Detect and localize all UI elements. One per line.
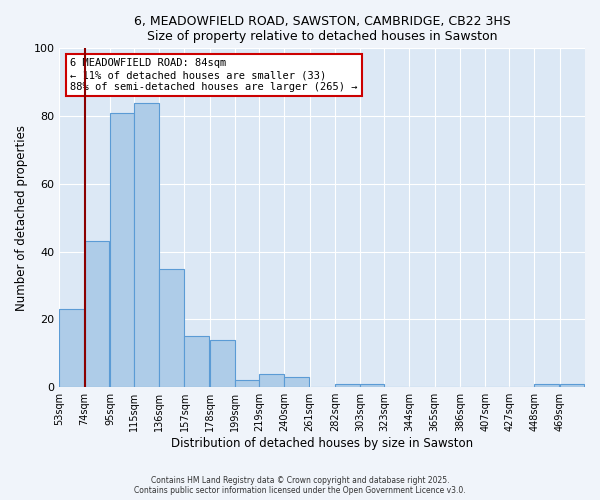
Bar	[159, 268, 184, 387]
Bar	[335, 384, 359, 387]
Text: 6 MEADOWFIELD ROAD: 84sqm
← 11% of detached houses are smaller (33)
88% of semi-: 6 MEADOWFIELD ROAD: 84sqm ← 11% of detac…	[70, 58, 358, 92]
Bar	[59, 310, 84, 387]
Bar	[110, 112, 134, 387]
Bar	[535, 384, 559, 387]
Y-axis label: Number of detached properties: Number of detached properties	[15, 125, 28, 311]
Text: Contains HM Land Registry data © Crown copyright and database right 2025.
Contai: Contains HM Land Registry data © Crown c…	[134, 476, 466, 495]
Bar	[134, 102, 159, 387]
Bar	[184, 336, 209, 387]
Bar	[284, 377, 309, 387]
Bar	[360, 384, 383, 387]
Bar	[259, 374, 284, 387]
Bar	[560, 384, 584, 387]
X-axis label: Distribution of detached houses by size in Sawston: Distribution of detached houses by size …	[171, 437, 473, 450]
Bar	[235, 380, 259, 387]
Bar	[210, 340, 235, 387]
Bar	[85, 242, 109, 387]
Title: 6, MEADOWFIELD ROAD, SAWSTON, CAMBRIDGE, CB22 3HS
Size of property relative to d: 6, MEADOWFIELD ROAD, SAWSTON, CAMBRIDGE,…	[134, 15, 511, 43]
